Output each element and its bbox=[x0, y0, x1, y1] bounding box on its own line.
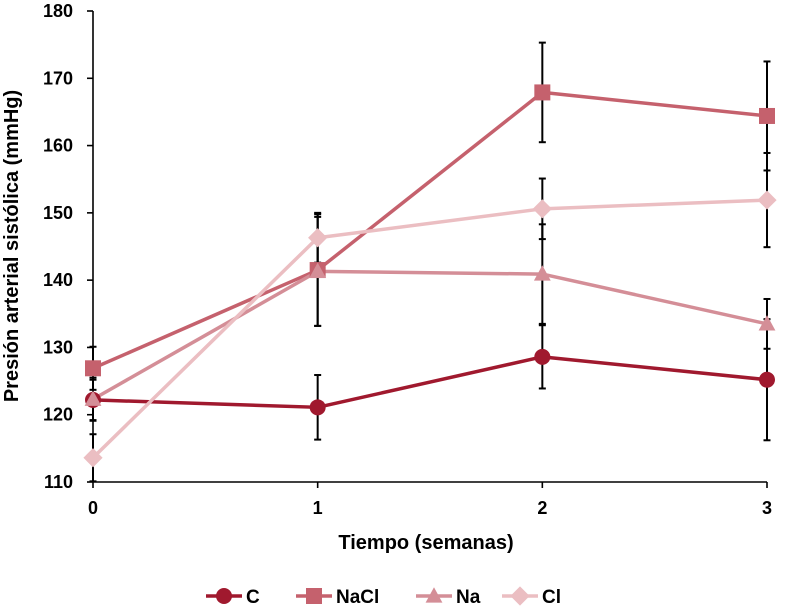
data-point-nacl bbox=[85, 360, 101, 377]
y-axis-title: Presión arterial sistólica (mmHg) bbox=[1, 90, 23, 402]
data-point-cl bbox=[83, 448, 103, 468]
data-point-cl bbox=[532, 199, 552, 219]
series-line-cl bbox=[91, 198, 768, 460]
data-point-cl bbox=[308, 228, 328, 248]
legend-marker-nacl bbox=[306, 588, 322, 604]
data-point-c bbox=[309, 399, 326, 416]
error-bars bbox=[89, 41, 771, 483]
data-point-na bbox=[533, 265, 551, 281]
series-markers bbox=[83, 84, 777, 468]
series-line-nacl bbox=[92, 90, 768, 370]
legend-marker-c bbox=[216, 588, 232, 604]
x-tick-label: 3 bbox=[762, 498, 772, 518]
y-tick-label: 150 bbox=[43, 203, 73, 223]
y-tick-label: 160 bbox=[43, 136, 73, 156]
data-point-na bbox=[758, 315, 776, 331]
chart-legend: C NaCl Na Cl bbox=[206, 586, 561, 608]
x-tick-label: 0 bbox=[88, 498, 98, 518]
data-point-nacl bbox=[534, 84, 551, 101]
data-point-cl bbox=[757, 190, 777, 210]
y-tick-label: 180 bbox=[43, 1, 73, 21]
y-tick-label: 130 bbox=[43, 337, 73, 357]
data-point-c bbox=[759, 371, 775, 388]
series-lines bbox=[91, 90, 768, 460]
y-tick-label: 110 bbox=[44, 472, 73, 492]
data-point-nacl bbox=[759, 107, 775, 124]
series-line-na bbox=[92, 269, 768, 401]
y-tick-label: 140 bbox=[43, 270, 73, 290]
y-tick-label: 170 bbox=[43, 68, 73, 88]
legend-label-nacl: NaCl bbox=[336, 587, 379, 608]
data-point-na bbox=[309, 262, 327, 278]
legend-label-na: Na bbox=[456, 587, 481, 608]
x-tick-label: 2 bbox=[537, 498, 547, 518]
series-line-c bbox=[92, 355, 768, 410]
data-point-na bbox=[84, 390, 102, 406]
x-axis-title: Tiempo (semanas) bbox=[338, 532, 513, 554]
data-point-c bbox=[534, 348, 551, 365]
y-tick-label: 120 bbox=[43, 405, 73, 425]
legend-label-c: C bbox=[246, 587, 260, 608]
legend-marker-na bbox=[425, 587, 443, 603]
chart-axes: 110 120 130 140 150 160 170 180 0 1 2 3 bbox=[43, 1, 772, 518]
x-tick-label: 1 bbox=[313, 498, 323, 518]
legend-label-cl: Cl bbox=[542, 587, 561, 608]
legend-marker-cl bbox=[510, 586, 530, 606]
